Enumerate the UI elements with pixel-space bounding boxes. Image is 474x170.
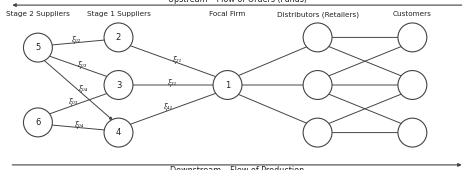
Ellipse shape xyxy=(398,71,427,99)
Ellipse shape xyxy=(104,118,133,147)
Text: 2: 2 xyxy=(116,33,121,42)
Ellipse shape xyxy=(104,71,133,99)
Text: Focal Firm: Focal Firm xyxy=(210,11,246,17)
Text: ξ₄₁: ξ₄₁ xyxy=(164,103,173,111)
Text: ξ₂₁: ξ₂₁ xyxy=(173,56,182,64)
Text: ξ₀₂: ξ₀₂ xyxy=(72,36,82,44)
Text: ξ₀₃: ξ₀₃ xyxy=(78,61,87,69)
Ellipse shape xyxy=(303,23,332,52)
Text: Stage 2 Suppliers: Stage 2 Suppliers xyxy=(6,11,70,17)
Text: ξ₃₁: ξ₃₁ xyxy=(168,79,178,87)
Ellipse shape xyxy=(398,118,427,147)
Text: Upstream – Flow of Orders (Funds): Upstream – Flow of Orders (Funds) xyxy=(167,0,307,4)
Text: Customers: Customers xyxy=(393,11,432,17)
Ellipse shape xyxy=(303,71,332,99)
Text: Downstream – Flow of Production: Downstream – Flow of Production xyxy=(170,166,304,170)
Text: ξ₀₄: ξ₀₄ xyxy=(75,121,84,129)
Text: 1: 1 xyxy=(225,81,230,89)
Text: 4: 4 xyxy=(116,128,121,137)
Text: Stage 1 Suppliers: Stage 1 Suppliers xyxy=(87,11,150,17)
Ellipse shape xyxy=(24,108,52,137)
Text: 6: 6 xyxy=(35,118,41,127)
Text: Distributors (Retailers): Distributors (Retailers) xyxy=(277,11,358,18)
Ellipse shape xyxy=(104,23,133,52)
Text: 5: 5 xyxy=(35,43,41,52)
Ellipse shape xyxy=(24,33,52,62)
Ellipse shape xyxy=(398,23,427,52)
Ellipse shape xyxy=(213,71,242,99)
Ellipse shape xyxy=(303,118,332,147)
Text: 3: 3 xyxy=(116,81,121,89)
Text: ξ₀₄: ξ₀₄ xyxy=(79,85,88,93)
Text: ξ₀₃: ξ₀₃ xyxy=(69,98,79,106)
